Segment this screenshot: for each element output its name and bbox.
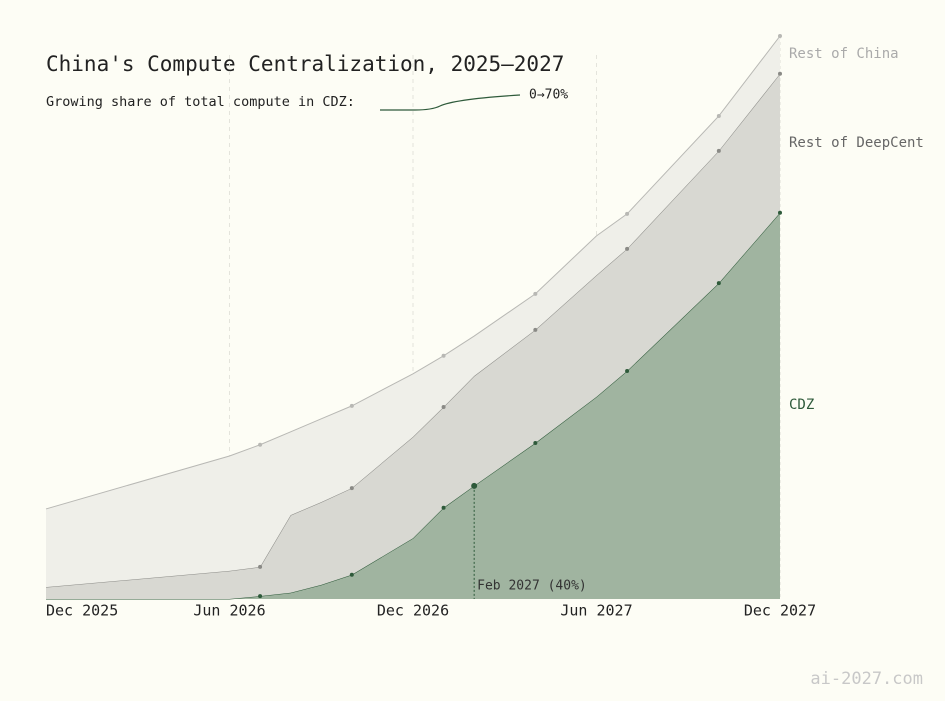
x-tick-label: Jun 2027 — [560, 602, 632, 620]
point — [625, 368, 630, 373]
point — [533, 291, 538, 296]
dots — [258, 34, 782, 599]
point — [533, 327, 538, 332]
legend-label: Rest of China — [789, 46, 899, 62]
area — [46, 73, 780, 599]
legend-label: CDZ — [789, 397, 814, 413]
point — [258, 594, 263, 599]
point — [258, 564, 263, 569]
area — [46, 212, 780, 600]
watermark: ai-2027.com — [810, 669, 923, 689]
point — [441, 405, 446, 410]
point — [349, 572, 354, 577]
point — [258, 442, 263, 447]
point — [716, 148, 721, 153]
x-tick-label: Jun 2026 — [193, 602, 265, 620]
point — [533, 441, 538, 446]
point — [349, 403, 354, 408]
x-tick-label: Dec 2027 — [744, 602, 816, 620]
point — [778, 34, 782, 38]
area — [46, 36, 780, 588]
point — [349, 486, 354, 491]
point — [778, 210, 782, 215]
point — [441, 353, 446, 358]
annotation-point — [471, 482, 478, 489]
subtitle: Growing share of total compute in CDZ: — [46, 94, 355, 110]
point — [716, 113, 721, 118]
point — [625, 211, 630, 216]
point — [441, 505, 446, 510]
legend-label: Rest of DeepCent — [789, 135, 924, 151]
sparkline — [380, 94, 521, 111]
sparkline-label: 0→70% — [529, 88, 568, 103]
point — [778, 71, 782, 76]
areas — [45, 35, 781, 600]
point — [625, 246, 630, 251]
chart-title: China's Compute Centralization, 2025–202… — [46, 52, 564, 76]
area-edge — [45, 35, 781, 510]
x-tick-label: Dec 2026 — [377, 602, 449, 620]
annotation-text: Feb 2027 (40%) — [477, 579, 587, 594]
point — [716, 281, 721, 286]
x-tick-label: Dec 2025 — [46, 602, 118, 620]
